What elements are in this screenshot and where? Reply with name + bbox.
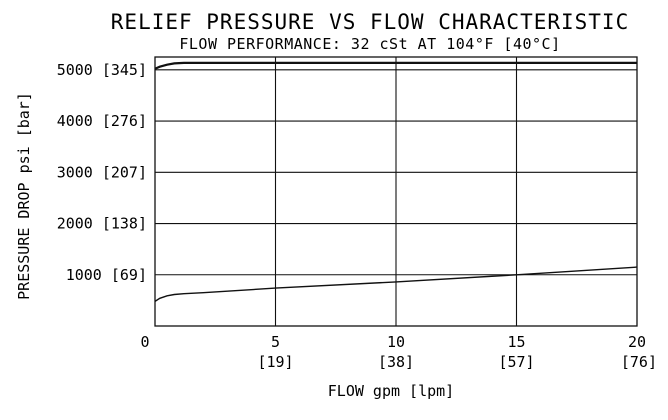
x-tick-label: 15 (507, 333, 525, 351)
x-tick-sublabel: [57] (498, 353, 534, 371)
x-axis-label: FLOW gpm [lpm] (328, 382, 454, 400)
y-tick-label: 3000 [207] (57, 163, 147, 181)
chart-title: RELIEF PRESSURE VS FLOW CHARACTERISTIC (111, 10, 629, 34)
chart-subtitle: FLOW PERFORMANCE: 32 cSt AT 104°F [40°C] (179, 35, 560, 53)
x-tick-labels: 0 5 [19] 10 [38] 15 [57] 20 [76] (140, 333, 657, 371)
y-tick-label: 2000 [138] (57, 215, 147, 233)
y-tick-label: 1000 [69] (66, 266, 147, 284)
x-tick-sublabel: [76] (621, 353, 657, 371)
grid (154, 56, 638, 327)
series-line (154, 266, 638, 302)
x-tick-label: 5 (271, 333, 280, 351)
x-tick-sublabel: [19] (257, 353, 293, 371)
x-tick-label: 0 (140, 333, 149, 351)
series-group (154, 61, 638, 302)
y-tick-label: 5000 [345] (57, 61, 147, 79)
x-tick-label: 20 (628, 333, 646, 351)
y-tick-labels: 1000 [69] 2000 [138] 3000 [207] 4000 [276] 5… (57, 61, 147, 284)
y-axis-label: PRESSURE DROP psi [bar] (15, 92, 33, 300)
y-tick-label: 4000 [276] (57, 112, 147, 130)
x-tick-sublabel: [38] (378, 353, 414, 371)
series-line (154, 61, 637, 70)
x-tick-label: 10 (387, 333, 405, 351)
